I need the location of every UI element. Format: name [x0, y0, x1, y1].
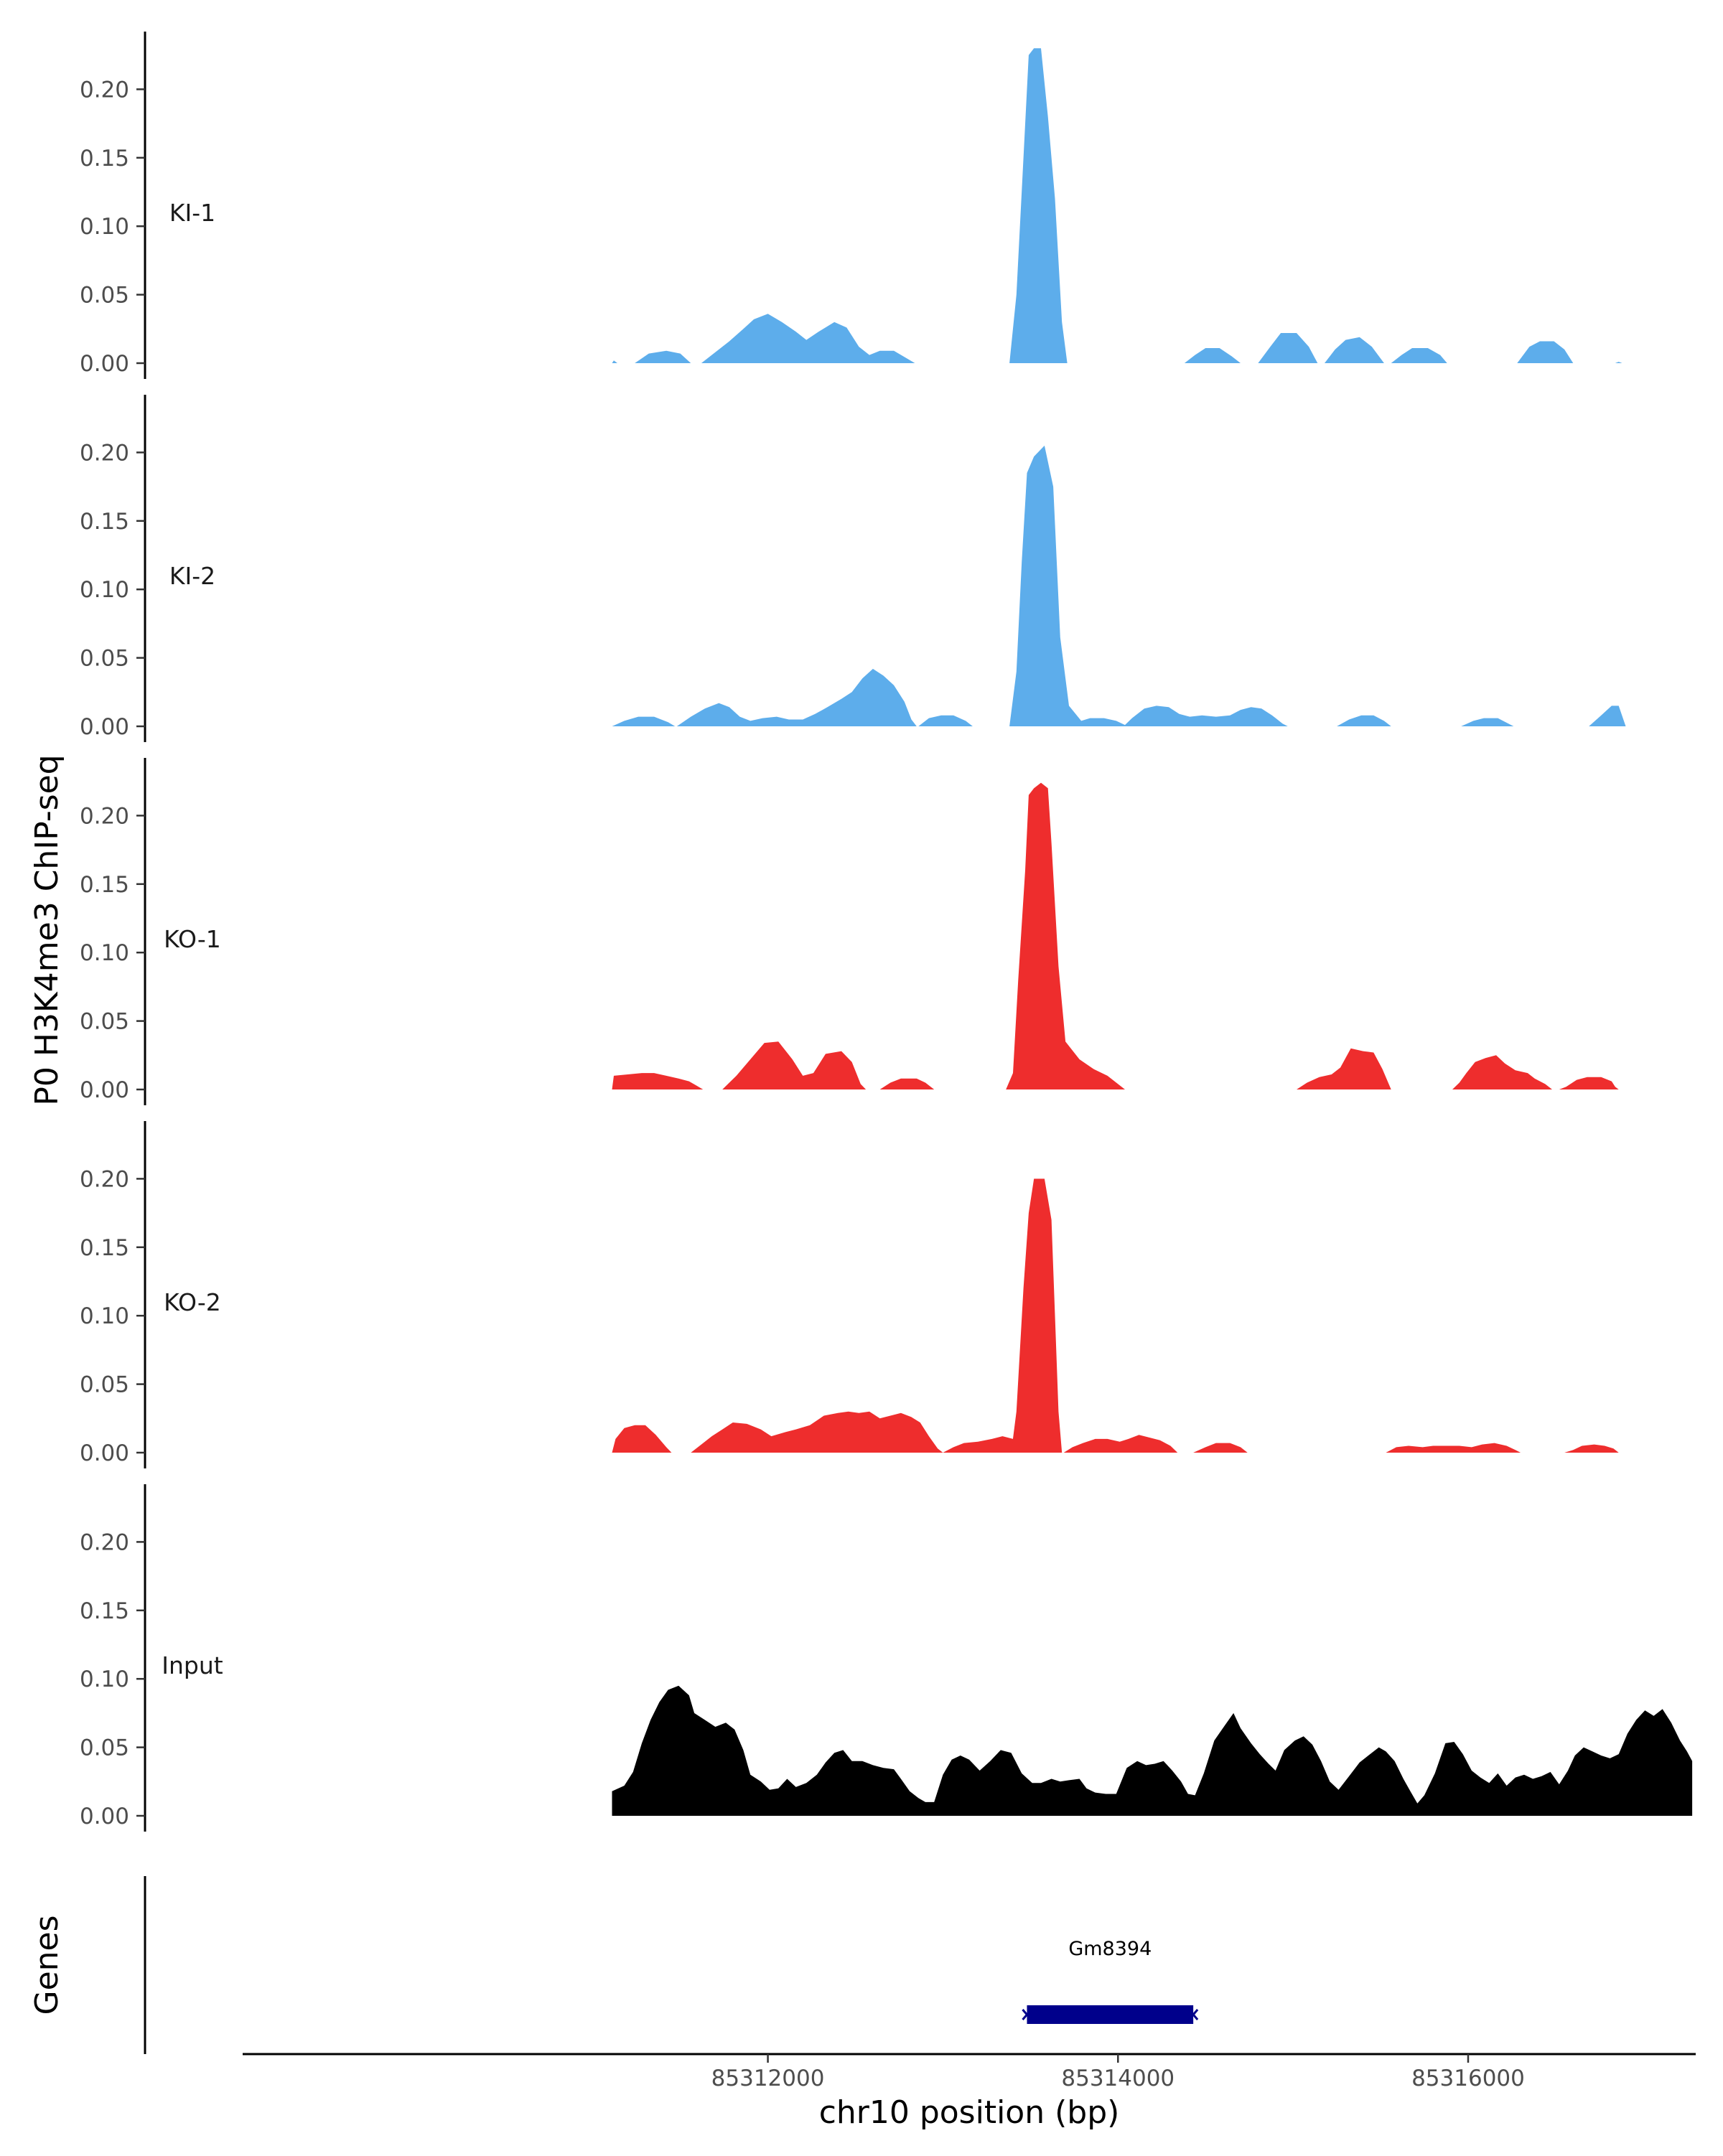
y-tick-label: 0.05 [80, 1735, 129, 1761]
y-tick-label: 0.00 [80, 1440, 129, 1466]
track-label: KO-2 [164, 1288, 221, 1316]
track-panel-ki-1: 0.00 0.05 0.10 0.15 0.20 KI-1 [80, 32, 1622, 379]
track-label: KI-1 [169, 199, 215, 227]
signal-area [1391, 348, 1447, 363]
y-tick-label: 0.00 [80, 714, 129, 740]
y-tick-label: 0.15 [80, 872, 129, 898]
gene-body [1027, 2005, 1194, 2024]
track-panel-ki-2: 0.00 0.05 0.10 0.15 0.20 KI-2 [80, 395, 1626, 742]
signal-area [1184, 348, 1241, 363]
signal-area [1258, 333, 1318, 363]
signal-area [612, 1425, 672, 1453]
y-tick-label: 0.10 [80, 940, 129, 966]
signal-area [691, 1411, 943, 1453]
track-panel-ko-2: 0.00 0.05 0.10 0.15 0.20 KO-2 [80, 1121, 1619, 1468]
x-axis: 85312000 85314000 85316000 [243, 2053, 1696, 2091]
y-tick-label: 0.00 [80, 1077, 129, 1103]
x-tick-label: 85316000 [1411, 2066, 1525, 2091]
signal-area [918, 715, 973, 726]
signal-area [1009, 445, 1288, 726]
signal-area [1564, 1444, 1619, 1453]
y-tick-label: 0.20 [80, 1166, 129, 1192]
y-tick-label: 0.15 [80, 146, 129, 172]
signal-area [1452, 1055, 1552, 1089]
gene-strand-mark [1187, 2009, 1199, 2020]
x-tick-label: 85314000 [1061, 2066, 1175, 2091]
track-label: KO-1 [164, 925, 221, 953]
y-tick-label: 0.10 [80, 577, 129, 603]
x-tick-label: 85312000 [711, 2066, 825, 2091]
signal-area [1009, 48, 1068, 363]
signal-area [1325, 337, 1384, 363]
signal-area [1461, 718, 1514, 726]
x-axis-title: chr10 position (bp) [819, 2094, 1120, 2131]
y-tick-label: 0.10 [80, 214, 129, 240]
y-tick-label: 0.20 [80, 77, 129, 103]
y-tick-label: 0.15 [80, 1598, 129, 1624]
signal-area [1193, 1443, 1248, 1453]
y-axis-title: P0 H3K4me3 ChIP-seq [29, 754, 65, 1105]
y-tick-label: 0.15 [80, 509, 129, 535]
signal-area [612, 1685, 1693, 1816]
y-tick-label: 0.05 [80, 1009, 129, 1035]
signal-area [1517, 341, 1574, 363]
signal-area [612, 360, 617, 363]
track-panel-input: 0.00 0.05 0.10 0.15 0.20 Input [80, 1484, 1693, 1832]
signal-area [1337, 715, 1391, 726]
track-panels: 0.00 0.05 0.10 0.15 0.20 KI-1 0.00 0.05 0.10 0.15… [80, 32, 1693, 1832]
y-tick-label: 0.20 [80, 1529, 129, 1555]
signal-area [722, 1041, 867, 1089]
signal-area [1615, 362, 1622, 363]
y-tick-label: 0.05 [80, 646, 129, 672]
y-tick-label: 0.10 [80, 1667, 129, 1692]
signal-area [1386, 1443, 1521, 1453]
signal-area [1559, 1077, 1619, 1089]
y-tick-label: 0.20 [80, 440, 129, 466]
y-tick-label: 0.00 [80, 351, 129, 377]
track-label: Input [162, 1651, 223, 1679]
signal-area [1006, 782, 1125, 1089]
genes-axis-title: Genes [29, 1915, 65, 2015]
signal-area [676, 668, 917, 726]
y-tick-label: 0.05 [80, 283, 129, 309]
signal-area [1063, 1435, 1178, 1453]
signal-area [1011, 1178, 1063, 1453]
signal-area [701, 314, 915, 363]
genes-panel: Gm8394 [144, 1876, 1199, 2054]
y-tick-label: 0.10 [80, 1303, 129, 1329]
gene-strand-mark [1022, 2009, 1032, 2020]
signal-area [612, 716, 676, 726]
y-tick-label: 0.05 [80, 1372, 129, 1398]
gene-label: Gm8394 [1068, 1938, 1152, 1960]
y-tick-label: 0.00 [80, 1804, 129, 1829]
signal-area [612, 1073, 704, 1089]
signal-area [635, 350, 691, 363]
signal-area [879, 1078, 935, 1089]
signal-area [1297, 1048, 1391, 1089]
signal-area [1589, 706, 1626, 726]
track-panel-ko-1: 0.00 0.05 0.10 0.15 0.20 KO-1 [80, 758, 1619, 1105]
y-tick-label: 0.20 [80, 803, 129, 829]
y-tick-label: 0.15 [80, 1235, 129, 1261]
track-label: KI-2 [169, 562, 215, 590]
